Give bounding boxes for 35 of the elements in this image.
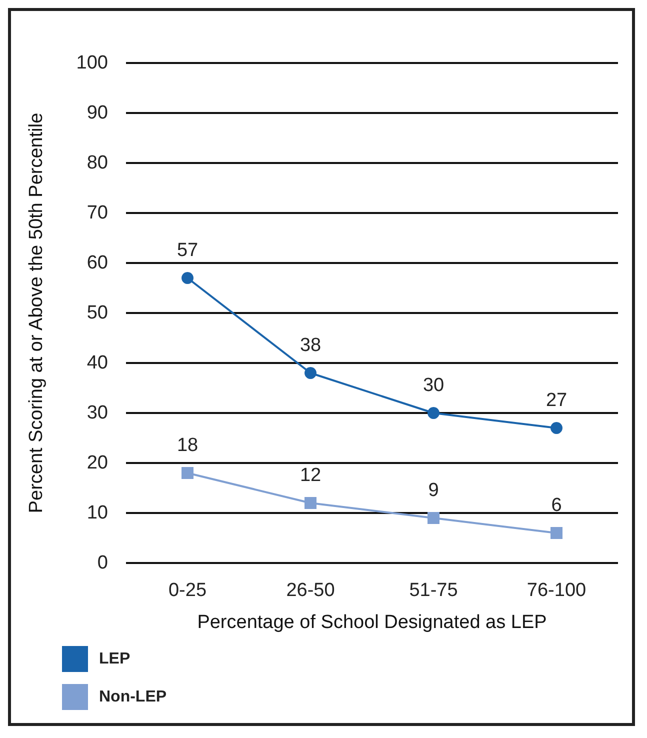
x-axis-title: Percentage of School Designated as LEP (197, 612, 547, 633)
data-label: 18 (176, 435, 198, 456)
point (304, 367, 316, 379)
y-tick-label: 90 (86, 102, 108, 124)
y-tick-label: 10 (86, 502, 108, 524)
legend-label: LEP (99, 650, 130, 668)
data-label: 12 (300, 465, 322, 486)
data-label: 6 (551, 495, 562, 516)
legend-label: Non-LEP (99, 688, 167, 706)
y-tick-label: 40 (86, 352, 108, 374)
point (304, 497, 316, 509)
point (550, 422, 562, 434)
point (428, 407, 440, 419)
y-tick-label: 30 (86, 402, 108, 424)
x-tick-label: 26-50 (286, 580, 335, 601)
y-tick-label: 60 (86, 252, 108, 274)
y-tick-label: 50 (86, 302, 108, 324)
y-tick-label: 20 (86, 452, 108, 474)
data-label: 57 (176, 240, 198, 261)
y-tick-label: 70 (86, 202, 108, 224)
x-tick-label: 0-25 (168, 580, 207, 601)
data-label: 9 (428, 480, 439, 501)
point (182, 467, 194, 479)
x-tick-label: 51-75 (409, 580, 458, 601)
y-axis-title: Percent Scoring at or Above the 50th Percentile (26, 112, 47, 514)
y-tick-label: 80 (86, 152, 108, 174)
point (182, 272, 194, 284)
x-tick-label: 76-100 (526, 580, 586, 601)
data-label: 27 (546, 390, 568, 411)
point (550, 527, 562, 539)
data-label: 30 (422, 375, 444, 396)
data-label: 38 (300, 335, 322, 356)
y-tick-label: 0 (97, 552, 108, 574)
point (428, 512, 440, 524)
y-tick-label: 100 (76, 52, 108, 74)
